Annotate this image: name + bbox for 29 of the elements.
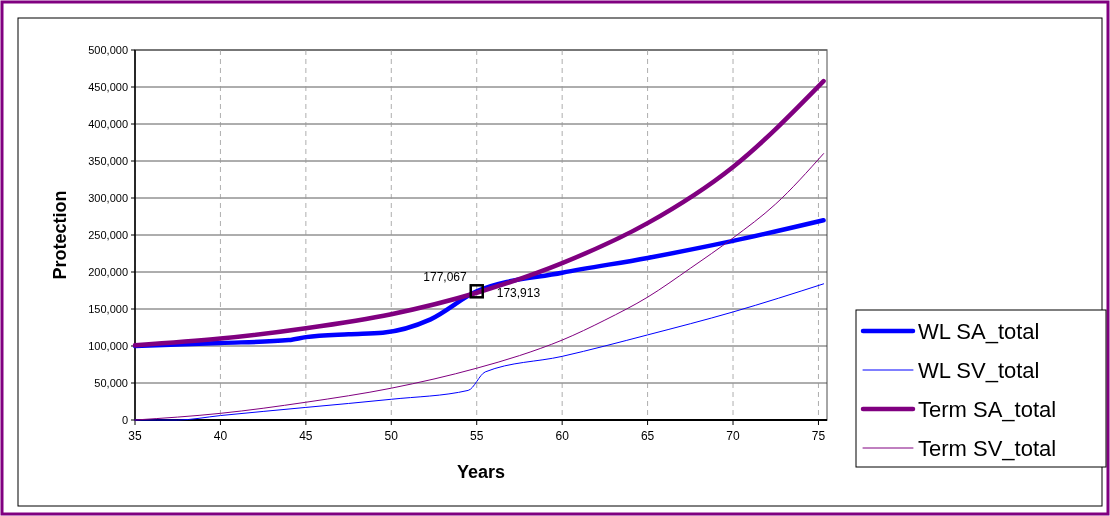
y-tick-label: 250,000 <box>88 228 128 241</box>
legend-label: Term SA_total <box>918 396 1057 422</box>
x-tick-label: 55 <box>470 429 484 443</box>
legend-label: Term SV_total <box>918 435 1057 461</box>
y-tick-label: 400,000 <box>88 117 128 130</box>
y-tick-label: 50,000 <box>94 376 128 389</box>
y-tick-label: 150,000 <box>88 302 128 315</box>
legend-label: WL SA_total <box>918 318 1040 344</box>
x-tick-label: 50 <box>384 429 399 443</box>
x-tick-label: 40 <box>213 429 228 443</box>
x-tick-label: 45 <box>299 429 313 443</box>
x-tick-label: 75 <box>811 429 826 443</box>
y-tick-label: 200,000 <box>88 265 128 278</box>
legend-label: WL SV_total <box>918 357 1040 383</box>
annotation: 177,067 <box>423 269 468 284</box>
y-axis-title: Protection <box>50 190 70 280</box>
x-tick-label: 60 <box>555 429 570 443</box>
y-tick-label: 300,000 <box>88 191 128 204</box>
y-tick-label: 100,000 <box>88 339 128 352</box>
line-series <box>132 78 826 348</box>
y-tick-label: 350,000 <box>88 154 128 167</box>
x-tick-label: 65 <box>640 429 655 443</box>
x-tick-label: 70 <box>726 429 741 443</box>
x-tick-label: 35 <box>128 429 142 443</box>
y-tick-label: 450,000 <box>88 80 128 93</box>
x-axis-title: Years <box>456 462 506 482</box>
y-tick-label: 0 <box>121 413 128 426</box>
y-tick-label: 500,000 <box>88 43 128 56</box>
annotation: 173,913 <box>496 286 541 301</box>
